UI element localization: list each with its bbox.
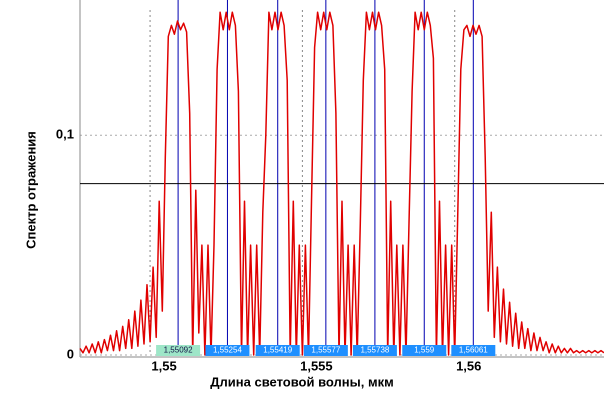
marker-label-box — [156, 345, 201, 356]
marker-label-box — [303, 345, 348, 356]
marker-label: 1,559 — [414, 346, 435, 355]
marker-label: 1,55092 — [164, 346, 193, 355]
marker-label: 1,55738 — [360, 346, 389, 355]
marker-label-box — [255, 345, 300, 356]
x-axis-label: Длина световой волны, мкм — [210, 374, 393, 389]
x-tick-label: 1,55 — [151, 358, 176, 373]
x-tick-label: 1,555 — [300, 358, 333, 373]
marker-label-box — [205, 345, 250, 356]
marker-label-box — [352, 345, 397, 356]
marker-label: 1,55577 — [311, 346, 340, 355]
marker-label: 1,56061 — [459, 346, 488, 355]
y-tick-label: 0 — [67, 346, 74, 361]
y-tick-label: 0,1 — [56, 127, 74, 142]
y-axis-label: Спектр отражения — [23, 131, 38, 249]
x-tick-label: 1,56 — [456, 358, 481, 373]
marker-label: 1,55419 — [263, 346, 292, 355]
marker-label: 1,55254 — [213, 346, 242, 355]
marker-label-box — [451, 345, 496, 356]
marker-label-box — [402, 345, 447, 356]
spectrum-line — [79, 11, 604, 356]
